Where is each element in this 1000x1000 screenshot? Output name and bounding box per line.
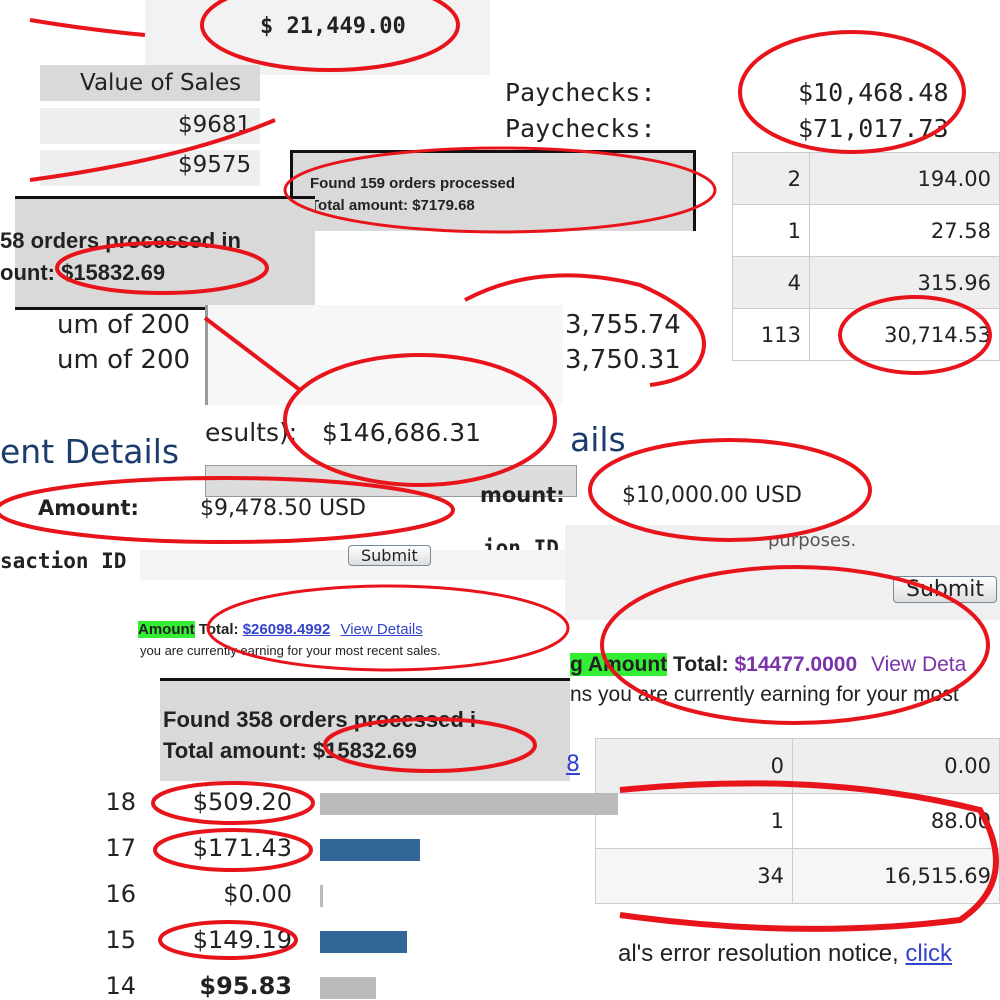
line: ount: $15832.69 xyxy=(0,260,166,285)
found-text: Found 159 orders processed Total amount:… xyxy=(310,173,515,217)
sales-value: $9575 xyxy=(178,152,252,178)
amount-label: mount: xyxy=(480,483,565,507)
cell: 2 xyxy=(732,152,810,205)
link[interactable]: View Details xyxy=(340,621,423,638)
value: 3,750.31 xyxy=(565,345,681,375)
rank: 18 xyxy=(105,788,136,816)
cell: 0.00 xyxy=(792,738,1000,794)
cell: 4 xyxy=(732,256,810,309)
bar xyxy=(320,885,323,907)
table: 2 194.00 1 27.58 4 315.96 113 30,714.53 xyxy=(732,152,1000,361)
cell: 16,515.69 xyxy=(792,848,1000,904)
cell: 113 xyxy=(732,308,810,361)
line: Found 159 orders processed xyxy=(310,175,516,192)
heading: ent Details xyxy=(0,432,180,471)
amount-label: $149.19 xyxy=(192,926,292,954)
line: Total amount: $15832.69 xyxy=(163,738,417,763)
note: you are currently earning for your most … xyxy=(140,643,441,658)
label: um of 200 xyxy=(57,345,191,375)
panel xyxy=(205,305,563,405)
found-text: Found 358 orders processed i Total amoun… xyxy=(163,704,476,766)
bar xyxy=(320,793,618,815)
value: $71,017.73 xyxy=(798,114,949,143)
tag: g Amount xyxy=(570,653,668,676)
submit-button[interactable]: Submit xyxy=(348,545,431,566)
bar xyxy=(320,839,421,861)
sales-value: $9681 xyxy=(178,112,252,138)
earnings: Amount Total: $26098.4992 View Details xyxy=(138,621,423,638)
earnings: g Amount Total: $14477.0000 View Deta xyxy=(570,653,966,677)
cell: 1 xyxy=(595,793,793,849)
tag: Amount xyxy=(138,621,195,638)
amount-label: Amount: xyxy=(38,496,139,520)
paychecks-labels: Paychecks: Paychecks: xyxy=(505,75,656,147)
text: al's error resolution notice, xyxy=(618,940,899,967)
total: $26098.4992 xyxy=(242,621,331,638)
cell: 315.96 xyxy=(809,256,1000,309)
total-label: Total: xyxy=(673,653,729,676)
label: Paychecks: xyxy=(505,114,656,143)
sum-labels: um of 200 um of 200 xyxy=(57,308,190,378)
total: $ 21,449.00 xyxy=(260,14,406,39)
results-value: $146,686.31 xyxy=(322,418,482,447)
cell: 34 xyxy=(595,848,793,904)
amount-label: $509.20 xyxy=(192,788,292,816)
rank: 17 xyxy=(105,834,136,862)
cell: 0 xyxy=(595,738,793,794)
label: Paychecks: xyxy=(505,78,656,107)
cell: 194.00 xyxy=(809,152,1000,205)
label: um of 200 xyxy=(57,310,191,340)
amount-label: $171.43 xyxy=(192,834,292,862)
amount: $9,478.50 USD xyxy=(200,496,366,521)
rank: 14 xyxy=(105,972,136,1000)
cell: 27.58 xyxy=(809,204,1000,257)
transaction-label: saction ID xyxy=(0,549,127,573)
line: Found 358 orders processed i xyxy=(163,707,476,732)
rank: 16 xyxy=(105,880,136,908)
note: purposes. xyxy=(768,530,857,551)
amount-label: $0.00 xyxy=(223,880,292,908)
rank: 15 xyxy=(105,926,136,954)
cell: 88.00 xyxy=(792,793,1000,849)
total: $14477.0000 xyxy=(734,653,858,676)
paychecks-values: $10,468.48 $71,017.73 xyxy=(798,75,949,147)
cell: 1 xyxy=(732,204,810,257)
sum-values: 3,755.74 3,750.31 xyxy=(565,308,681,378)
line: 58 orders processed in xyxy=(0,228,241,253)
link[interactable]: View Deta xyxy=(870,653,967,676)
cell: 30,714.53 xyxy=(809,308,1000,361)
notice: al's error resolution notice, click xyxy=(618,940,952,968)
bar xyxy=(320,977,377,999)
value: $10,468.48 xyxy=(798,78,949,107)
link[interactable]: click xyxy=(905,940,953,967)
amount: $10,000.00 USD xyxy=(622,483,802,508)
total-label: Total: xyxy=(198,621,239,638)
heading: ails xyxy=(570,420,626,459)
table: 0 0.00 1 88.00 34 16,515.69 xyxy=(595,738,1000,904)
bar xyxy=(320,931,408,953)
value: 3,755.74 xyxy=(565,310,681,340)
note: ns you are currently earning for your mo… xyxy=(570,683,959,706)
amount-label: $95.83 xyxy=(199,972,292,1000)
header: Value of Sales xyxy=(80,70,242,96)
link[interactable]: 8 xyxy=(566,752,580,777)
results-label: esults): xyxy=(205,418,298,447)
found-text: 58 orders processed in ount: $15832.69 xyxy=(0,225,241,289)
submit-button[interactable]: Submit xyxy=(893,576,998,603)
line: Total amount: $7179.68 xyxy=(310,197,475,214)
